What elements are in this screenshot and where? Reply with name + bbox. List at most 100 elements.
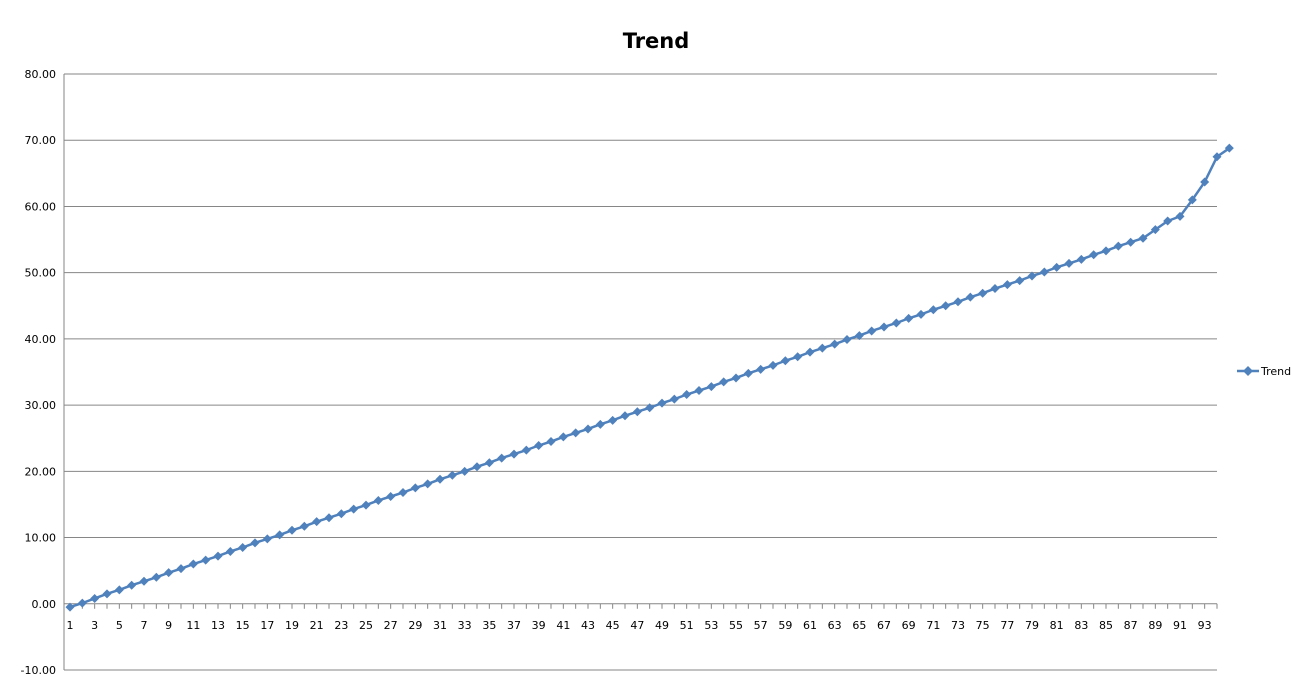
y-tick-label: 10.00 bbox=[25, 532, 57, 545]
data-point bbox=[928, 305, 938, 315]
x-tick-label: 43 bbox=[581, 619, 595, 632]
y-tick-label: 30.00 bbox=[25, 399, 57, 412]
data-point bbox=[965, 292, 975, 302]
data-point bbox=[65, 602, 75, 612]
x-tick-label: 93 bbox=[1198, 619, 1212, 632]
data-point bbox=[1064, 258, 1074, 268]
x-tick-label: 27 bbox=[384, 619, 398, 632]
data-point bbox=[595, 419, 605, 429]
data-point bbox=[719, 377, 729, 387]
data-point bbox=[373, 495, 383, 505]
x-tick-label: 77 bbox=[1000, 619, 1014, 632]
data-point bbox=[916, 309, 926, 319]
chart-title: Trend bbox=[623, 29, 690, 53]
x-tick-label: 19 bbox=[285, 619, 299, 632]
x-tick-label: 59 bbox=[778, 619, 792, 632]
data-point bbox=[731, 373, 741, 383]
data-point bbox=[127, 580, 137, 590]
data-point bbox=[1113, 241, 1123, 251]
data-point bbox=[904, 313, 914, 323]
y-tick-label: 20.00 bbox=[25, 465, 57, 478]
data-point bbox=[743, 368, 753, 378]
data-point bbox=[1224, 143, 1234, 153]
data-point bbox=[521, 445, 531, 455]
x-tick-label: 25 bbox=[359, 619, 373, 632]
y-tick-label: 50.00 bbox=[25, 267, 57, 280]
data-point bbox=[484, 458, 494, 468]
data-point bbox=[1150, 225, 1160, 235]
x-tick-label: 9 bbox=[165, 619, 172, 632]
x-tick-label: 35 bbox=[482, 619, 496, 632]
data-point bbox=[1076, 254, 1086, 264]
data-point bbox=[1175, 211, 1185, 221]
data-point bbox=[324, 513, 334, 523]
data-point bbox=[509, 449, 519, 459]
data-point bbox=[842, 335, 852, 345]
data-point bbox=[534, 441, 544, 451]
x-tick-label: 67 bbox=[877, 619, 891, 632]
x-tick-label: 69 bbox=[902, 619, 916, 632]
data-point bbox=[805, 347, 815, 357]
x-tick-label: 65 bbox=[852, 619, 866, 632]
data-point bbox=[77, 598, 87, 608]
x-tick-label: 55 bbox=[729, 619, 743, 632]
data-point bbox=[361, 500, 371, 510]
data-point bbox=[793, 352, 803, 362]
data-point bbox=[953, 297, 963, 307]
x-tick-label: 13 bbox=[211, 619, 225, 632]
data-point bbox=[1200, 177, 1210, 187]
x-tick-label: 17 bbox=[260, 619, 274, 632]
data-point bbox=[891, 318, 901, 328]
data-point bbox=[1052, 262, 1062, 272]
data-point bbox=[1212, 152, 1222, 162]
data-point bbox=[336, 509, 346, 519]
x-tick-label: 3 bbox=[91, 619, 98, 632]
data-point bbox=[262, 534, 272, 544]
data-point bbox=[188, 559, 198, 569]
x-tick-label: 53 bbox=[704, 619, 718, 632]
data-point bbox=[460, 466, 470, 476]
data-point bbox=[250, 538, 260, 548]
data-point bbox=[213, 551, 223, 561]
data-point bbox=[139, 576, 149, 586]
legend-label: Trend bbox=[1260, 365, 1291, 378]
data-point bbox=[312, 517, 322, 527]
x-tick-label: 23 bbox=[334, 619, 348, 632]
data-point bbox=[941, 301, 951, 311]
legend-marker bbox=[1243, 366, 1253, 376]
data-point bbox=[990, 284, 1000, 294]
series-line bbox=[69, 147, 1231, 609]
data-point bbox=[657, 398, 667, 408]
x-tick-label: 89 bbox=[1148, 619, 1162, 632]
x-tick-label: 33 bbox=[458, 619, 472, 632]
x-tick-label: 11 bbox=[186, 619, 200, 632]
x-tick-label: 37 bbox=[507, 619, 521, 632]
data-point bbox=[102, 589, 112, 599]
x-tick-label: 75 bbox=[976, 619, 990, 632]
y-tick-label: 40.00 bbox=[25, 333, 57, 346]
data-point bbox=[1002, 280, 1012, 290]
data-point bbox=[1187, 195, 1197, 205]
data-point bbox=[879, 322, 889, 332]
x-tick-label: 63 bbox=[828, 619, 842, 632]
data-point bbox=[447, 470, 457, 480]
data-point bbox=[1039, 267, 1049, 277]
gridlines bbox=[64, 73, 1217, 671]
data-point bbox=[472, 462, 482, 472]
data-point bbox=[287, 525, 297, 535]
data-point bbox=[854, 331, 864, 341]
data-point bbox=[632, 407, 642, 417]
data-point bbox=[620, 411, 630, 421]
data-point bbox=[410, 483, 420, 493]
x-tick-label: 5 bbox=[116, 619, 123, 632]
y-tick-label: 0.00 bbox=[32, 598, 57, 611]
data-point bbox=[669, 394, 679, 404]
x-tick-label: 81 bbox=[1050, 619, 1064, 632]
data-point bbox=[151, 572, 161, 582]
x-tick-label: 87 bbox=[1124, 619, 1138, 632]
y-tick-label: 80.00 bbox=[25, 68, 57, 81]
data-point bbox=[546, 437, 556, 447]
x-tick-label: 15 bbox=[236, 619, 250, 632]
x-tick-label: 7 bbox=[141, 619, 148, 632]
